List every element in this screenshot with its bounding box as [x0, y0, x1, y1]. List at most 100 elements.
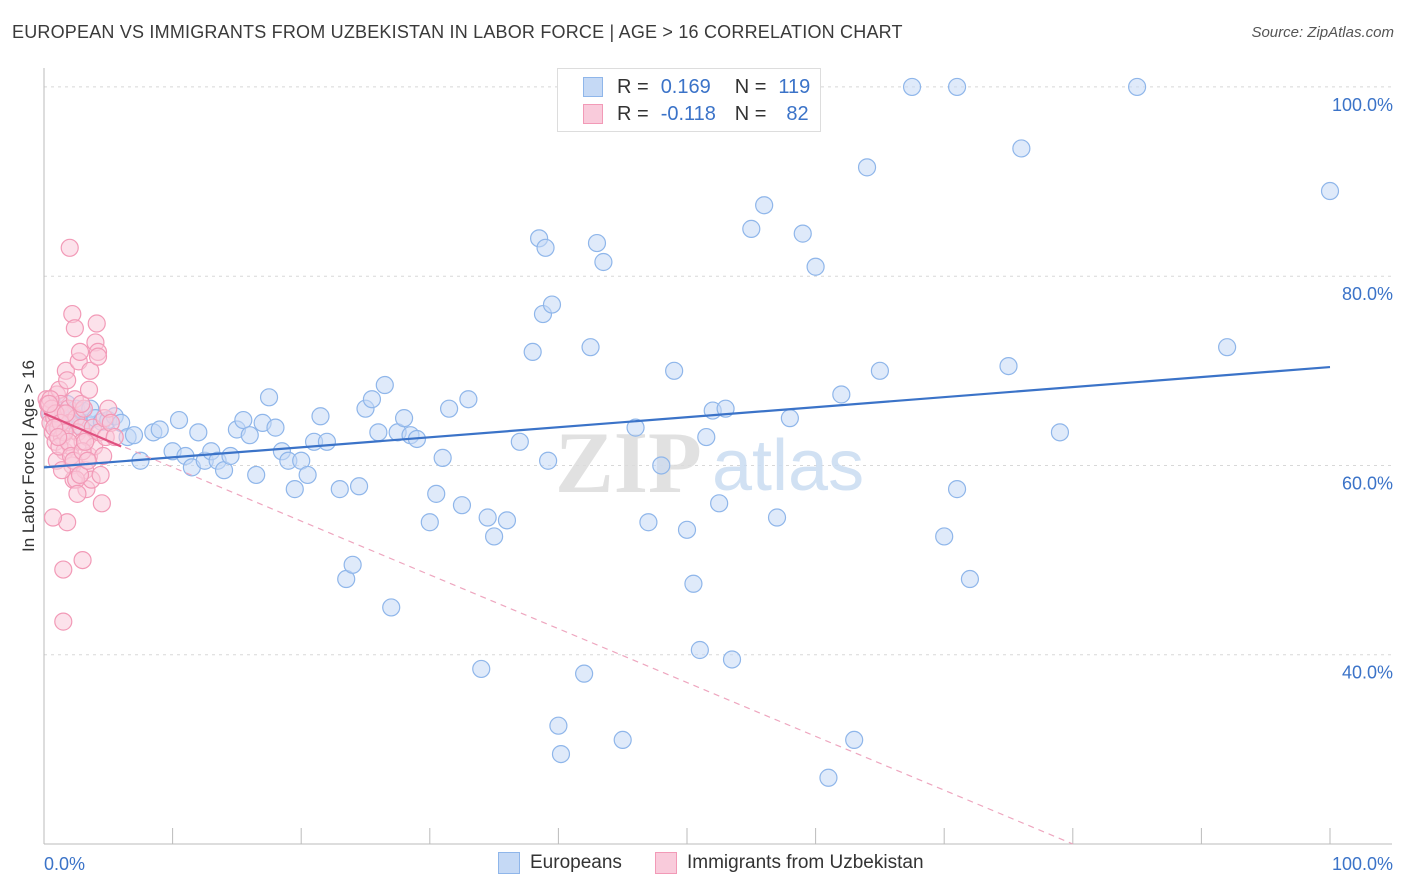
- european-point: [343, 555, 362, 574]
- legend-n-value: 82: [786, 102, 809, 125]
- y-tick-label: 40.0%: [1342, 663, 1393, 683]
- european-point: [710, 494, 729, 513]
- series-swatch-uzbekistan: [655, 852, 677, 874]
- watermark: ZIP atlas: [555, 415, 864, 512]
- european-point: [819, 768, 838, 787]
- european-point: [369, 423, 388, 442]
- european-point: [755, 196, 774, 215]
- european-point: [221, 446, 240, 466]
- grid-lines: [44, 86, 1392, 656]
- european-point: [439, 399, 459, 418]
- legend-r-value: 0.169: [660, 75, 711, 98]
- european-point: [382, 598, 401, 617]
- uzbekistan-point: [87, 314, 106, 333]
- european-point: [549, 716, 568, 735]
- european-point: [626, 418, 645, 437]
- series-legend-europeans[interactable]: Europeans: [498, 852, 622, 874]
- axes: [43, 68, 1392, 845]
- european-point: [317, 432, 337, 451]
- uzbekistan-trend-line: [43, 412, 122, 448]
- uzbekistan-point: [91, 465, 110, 485]
- uzbekistan-point: [81, 361, 100, 380]
- european-point: [639, 513, 658, 532]
- y-tick-label: 60.0%: [1342, 473, 1393, 493]
- series-label-europeans: Europeans: [530, 852, 622, 873]
- european-point: [362, 390, 382, 409]
- european-point: [652, 456, 671, 475]
- european-point: [1050, 423, 1070, 442]
- european-point: [665, 361, 684, 380]
- european-point: [793, 224, 812, 243]
- legend-swatch-europeans: [583, 77, 603, 97]
- european-point: [935, 527, 954, 546]
- legend-row-europeans: R = 0.169 N = 119: [583, 74, 810, 100]
- uzbekistan-point: [73, 550, 92, 570]
- european-point: [697, 427, 716, 447]
- y-tick-labels: 40.0% 60.0% 80.0% 100.0%: [1332, 95, 1393, 683]
- european-point: [999, 356, 1018, 376]
- uzbekistan-point: [68, 484, 87, 503]
- european-point: [581, 338, 600, 357]
- european-point: [832, 385, 851, 404]
- uzbekistan-point: [40, 394, 59, 414]
- uzbekistan-point: [58, 371, 77, 390]
- european-point: [722, 650, 742, 669]
- european-point: [575, 664, 594, 683]
- european-point: [497, 511, 517, 530]
- x-tick-labels: 0.0% 100.0%: [44, 854, 1393, 874]
- legend-n-label: N =: [734, 75, 767, 98]
- european-point: [742, 219, 761, 238]
- european-point: [806, 257, 825, 276]
- uzbekistan-point: [78, 451, 97, 470]
- european-point: [420, 513, 439, 532]
- european-point: [1012, 139, 1031, 158]
- european-point: [459, 390, 478, 409]
- x-tick-label: 100.0%: [1332, 854, 1393, 874]
- european-point: [1320, 181, 1340, 201]
- european-point: [375, 375, 394, 395]
- european-point: [902, 77, 922, 97]
- european-point: [613, 730, 632, 750]
- y-tick-label: 100.0%: [1332, 95, 1393, 115]
- legend-r-label: R =: [617, 75, 649, 98]
- chart-title: EUROPEAN VS IMMIGRANTS FROM UZBEKISTAN I…: [12, 22, 903, 42]
- european-point: [330, 480, 349, 499]
- european-point: [551, 744, 571, 764]
- watermark-atlas: atlas: [712, 426, 864, 506]
- european-point: [240, 426, 259, 445]
- europeans-trend-line: [43, 365, 1331, 469]
- correlation-legend: R = 0.169 N = 119 R = -0.118 N = 82: [557, 68, 821, 132]
- uzbekistan-point: [43, 508, 63, 527]
- uzbekistan-point: [54, 612, 73, 631]
- y-tick-label: 80.0%: [1342, 284, 1393, 304]
- european-point: [1218, 338, 1237, 357]
- european-point: [684, 574, 703, 593]
- series-label-uzbekistan: Immigrants from Uzbekistan: [687, 852, 924, 873]
- europeans-points: [41, 77, 1340, 787]
- european-point: [594, 252, 613, 272]
- x-tick-label: 0.0%: [44, 854, 85, 874]
- uzbekistan-point: [49, 427, 68, 447]
- uzbekistan-point: [60, 238, 79, 257]
- series-legend: Europeans Immigrants from Uzbekistan: [0, 852, 1406, 878]
- series-legend-uzbekistan[interactable]: Immigrants from Uzbekistan: [655, 852, 924, 874]
- legend-r-label: R =: [617, 102, 649, 125]
- legend-n-value: 119: [778, 75, 811, 98]
- legend-row-uzbekistan: R = -0.118 N = 82: [583, 101, 809, 127]
- european-point: [452, 496, 472, 515]
- european-point: [124, 426, 144, 445]
- x-ticks: [43, 828, 1331, 844]
- uzbekistan-point: [72, 394, 91, 414]
- european-point: [780, 409, 799, 428]
- european-point: [947, 480, 967, 499]
- european-point: [266, 418, 285, 437]
- uzbekistan-point: [76, 432, 95, 451]
- european-point: [150, 420, 169, 439]
- european-point: [947, 77, 967, 97]
- european-point: [433, 448, 452, 467]
- european-point: [536, 238, 555, 257]
- uzbekistan-point: [70, 465, 90, 485]
- uzbekistan-trend-dashed: [43, 412, 1074, 845]
- european-point: [960, 569, 980, 589]
- european-point: [542, 295, 562, 314]
